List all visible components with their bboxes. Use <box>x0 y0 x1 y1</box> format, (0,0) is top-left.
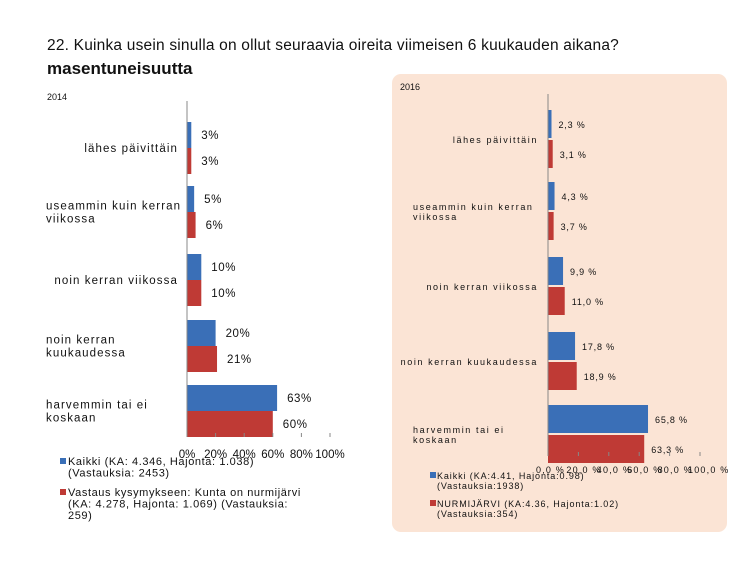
bar-series-2 <box>187 411 273 437</box>
data-label: 3,1 % <box>560 150 587 160</box>
bar-series-1 <box>187 186 195 212</box>
x-tick-label: 40% <box>233 449 256 461</box>
category-label: useammin kuin kerran <box>413 202 534 212</box>
bar-series-2 <box>187 212 196 238</box>
legend-label: Kaikki (KA: 4.346, Hajonta: 1.038) <box>68 456 254 468</box>
category-label: viikossa <box>413 212 458 222</box>
category-label: noin kerran <box>46 335 116 347</box>
x-tick-label: 80,0 % <box>658 465 693 475</box>
category-label: useammin kuin kerran <box>46 201 181 213</box>
data-label: 3% <box>201 156 219 168</box>
legend-label: (Vastauksia: 2453) <box>68 468 170 480</box>
category-label: kuukaudessa <box>46 348 126 360</box>
legend-label: Kaikki (KA:4.41, Hajonta:0.98) <box>437 471 585 481</box>
x-tick-label: 40,0 % <box>597 465 632 475</box>
page-subtitle: masentuneisuutta <box>47 59 193 78</box>
category-label: noin kerran viikossa <box>54 275 178 287</box>
x-tick-label: 80% <box>290 449 313 461</box>
bar-series-1 <box>187 122 192 148</box>
data-label: 18,9 % <box>584 372 617 382</box>
x-tick-label: 60% <box>261 449 284 461</box>
data-label: 17,8 % <box>582 342 615 352</box>
legend-swatch-2 <box>430 500 436 506</box>
x-tick-label: 20% <box>204 449 227 461</box>
data-label: 63,3 % <box>651 445 684 455</box>
chart-year-label: 2014 <box>47 92 67 102</box>
data-label: 60% <box>283 419 308 431</box>
data-label: 3,7 % <box>561 222 588 232</box>
bar-series-1 <box>548 110 552 138</box>
bar-series-1 <box>548 405 649 433</box>
category-label: lähes päivittäin <box>453 135 538 145</box>
bar-series-1 <box>187 320 216 346</box>
category-label: koskaan <box>46 413 97 425</box>
x-tick-label: 0% <box>179 449 196 461</box>
legend-label: NURMIJÄRVI (KA:4.36, Hajonta:1.02) <box>437 499 619 509</box>
bar-series-1 <box>548 182 555 210</box>
data-label: 2,3 % <box>558 120 585 130</box>
bar-series-2 <box>548 212 554 240</box>
x-tick-label: 0,0 % <box>536 465 565 475</box>
category-label: noin kerran viikossa <box>426 282 538 292</box>
category-label: noin kerran kuukaudessa <box>401 357 538 367</box>
x-tick-label: 100% <box>315 449 344 461</box>
data-label: 21% <box>227 354 252 366</box>
bar-series-1 <box>187 385 278 411</box>
legend-swatch-2 <box>60 489 66 495</box>
category-label: lähes päivittäin <box>84 143 178 155</box>
bar-series-1 <box>548 332 576 360</box>
data-label: 10% <box>211 262 236 274</box>
data-label: 65,8 % <box>655 415 688 425</box>
bar-series-2 <box>187 148 192 174</box>
bar-series-1 <box>187 254 202 280</box>
data-label: 11,0 % <box>572 297 604 307</box>
x-tick-label: 100,0 % <box>688 465 729 475</box>
legend-label: 259) <box>68 510 92 522</box>
legend-label: (Vastauksia:1938) <box>437 481 524 491</box>
data-label: 10% <box>211 288 236 300</box>
legend-swatch-1 <box>60 458 66 464</box>
bar-series-2 <box>548 362 577 390</box>
bar-series-2 <box>187 346 218 372</box>
data-label: 63% <box>287 393 312 405</box>
data-label: 6% <box>206 220 224 232</box>
category-label: viikossa <box>46 214 96 226</box>
category-label: koskaan <box>413 435 458 445</box>
data-label: 20% <box>226 328 251 340</box>
bar-series-1 <box>548 257 564 285</box>
x-tick-label: 60,0 % <box>627 465 662 475</box>
bar-series-2 <box>548 140 553 168</box>
category-label: harvemmin tai ei <box>413 425 505 435</box>
category-label: harvemmin tai ei <box>46 400 148 412</box>
bar-series-2 <box>548 287 565 315</box>
page-title: 22. Kuinka usein sinulla on ollut seuraa… <box>47 37 619 54</box>
legend-swatch-1 <box>430 472 436 478</box>
data-label: 4,3 % <box>562 192 589 202</box>
bar-series-2 <box>548 435 645 463</box>
x-tick-label: 20,0 % <box>566 465 601 475</box>
legend-label: Vastaus kysymykseen: Kunta on nurmijärvi <box>68 487 301 499</box>
bar-series-2 <box>187 280 202 306</box>
chart-year-label: 2016 <box>400 82 420 92</box>
data-label: 5% <box>204 194 222 206</box>
data-label: 9,9 % <box>570 267 597 277</box>
data-label: 3% <box>201 130 219 142</box>
legend-label: (KA: 4.278, Hajonta: 1.069) (Vastauksia: <box>68 499 288 511</box>
legend-label: (Vastauksia:354) <box>437 509 518 519</box>
